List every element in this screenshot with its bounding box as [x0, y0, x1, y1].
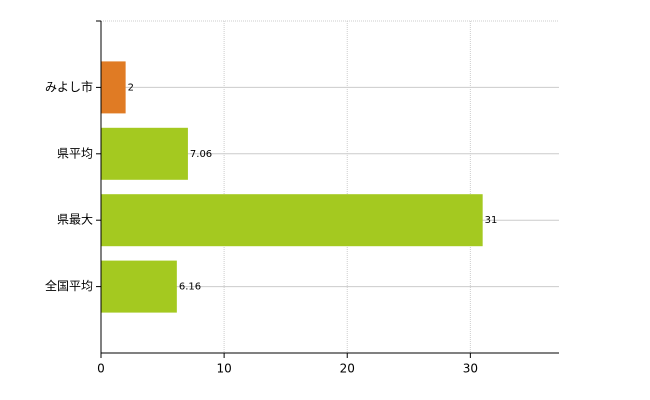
bar: [101, 127, 188, 180]
bar: [101, 61, 126, 114]
bar: [101, 260, 177, 313]
value-label: 2: [128, 82, 134, 93]
x-tick-label: 30: [463, 362, 478, 376]
value-label: 6.16: [179, 282, 201, 293]
bar: [101, 194, 483, 247]
x-tick-label: 10: [216, 362, 231, 376]
y-tick-label: 県最大: [57, 213, 93, 227]
y-tick-label: 県平均: [57, 146, 93, 160]
value-label: 7.06: [190, 149, 212, 160]
y-tick-label: 全国平均: [45, 278, 93, 293]
y-tick-label: みよし市: [45, 79, 93, 94]
x-tick-label: 20: [340, 362, 355, 376]
x-tick-label: 0: [97, 362, 105, 376]
value-label: 31: [485, 215, 498, 226]
